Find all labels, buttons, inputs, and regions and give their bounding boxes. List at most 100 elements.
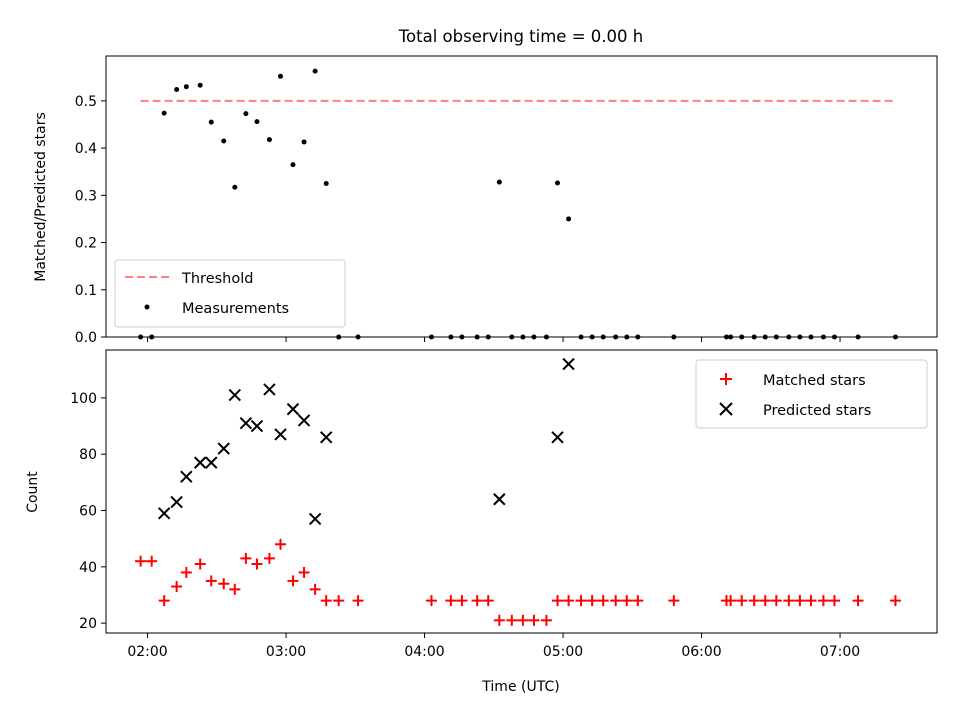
matched-star-marker bbox=[146, 555, 158, 567]
matched-star-marker bbox=[632, 595, 644, 607]
measurement-point bbox=[266, 137, 272, 143]
bottom-plot-marks bbox=[135, 357, 901, 626]
measurement-point bbox=[197, 82, 203, 88]
top-axis-ticks: 0.0 0.1 0.2 0.3 0.4 0.5 bbox=[75, 94, 841, 346]
top-y-axis-label: Matched/Predicted stars bbox=[33, 112, 49, 282]
bottom-y-tick-label: 80 bbox=[79, 447, 97, 463]
bottom-legend: Matched stars Predicted stars bbox=[695, 359, 928, 429]
legend-matched-label: Matched stars bbox=[763, 373, 866, 389]
predicted-star-marker bbox=[157, 507, 171, 520]
matched-star-marker bbox=[456, 595, 468, 607]
legend-measurements-label: Measurements bbox=[182, 301, 289, 317]
matched-star-marker bbox=[240, 552, 252, 564]
measurement-point bbox=[208, 119, 214, 125]
top-legend-box bbox=[114, 259, 346, 328]
matched-star-marker bbox=[445, 595, 457, 607]
predicted-star-marker bbox=[239, 417, 253, 430]
matched-star-marker bbox=[597, 595, 609, 607]
matched-star-marker bbox=[575, 595, 587, 607]
bottom-x-tick-label: 02:00 bbox=[127, 644, 167, 660]
bottom-x-tick-label: 03:00 bbox=[266, 644, 306, 660]
matched-star-marker bbox=[586, 595, 598, 607]
matched-star-marker bbox=[287, 575, 299, 587]
matched-star-marker bbox=[352, 595, 364, 607]
predicted-star-marker bbox=[263, 383, 276, 396]
measurement-point bbox=[290, 162, 296, 168]
matched-star-marker bbox=[610, 595, 622, 607]
measurement-point bbox=[301, 139, 307, 145]
top-plot-frame bbox=[105, 55, 938, 338]
legend-matched-swatch bbox=[720, 373, 732, 385]
predicted-star-marker bbox=[274, 428, 287, 441]
matched-star-marker bbox=[528, 614, 540, 626]
top-panel: Total observing time = 0.00 h Matched/Pr… bbox=[33, 27, 938, 346]
legend-predicted-swatch bbox=[719, 402, 733, 416]
predicted-star-marker bbox=[493, 493, 506, 506]
measurement-point bbox=[183, 84, 189, 90]
predicted-star-marker bbox=[297, 414, 311, 427]
measurement-point bbox=[312, 68, 318, 74]
bottom-axis-ticks: 02:00 03:00 04:00 05:00 06:00 07:00 20 40 60 80 10… bbox=[70, 391, 860, 660]
measurement-point bbox=[243, 111, 249, 117]
bottom-x-tick-label: 05:00 bbox=[543, 644, 583, 660]
top-y-tick-label: 0.0 bbox=[75, 330, 97, 346]
predicted-star-marker bbox=[228, 388, 242, 402]
measurement-point bbox=[254, 119, 260, 125]
matched-star-marker bbox=[852, 595, 864, 607]
measurement-point bbox=[496, 179, 502, 185]
matched-star-marker bbox=[251, 558, 263, 570]
matched-star-marker bbox=[180, 566, 192, 578]
matched-star-marker bbox=[158, 595, 170, 607]
measurement-point bbox=[161, 110, 167, 116]
top-plot-marks bbox=[138, 68, 898, 340]
matched-star-marker bbox=[829, 595, 841, 607]
bottom-y-tick-label: 40 bbox=[79, 560, 97, 576]
matched-star-marker bbox=[783, 595, 795, 607]
matched-star-marker bbox=[770, 595, 782, 607]
bottom-x-tick-label: 06:00 bbox=[681, 644, 721, 660]
top-legend: Threshold Measurements bbox=[114, 259, 346, 328]
top-y-tick-label: 0.3 bbox=[75, 188, 97, 204]
matched-star-marker bbox=[794, 595, 806, 607]
measurement-point bbox=[566, 216, 572, 222]
predicted-star-marker bbox=[308, 512, 322, 526]
top-chart-title: Total observing time = 0.00 h bbox=[398, 27, 643, 46]
predicted-star-marker bbox=[562, 357, 575, 371]
predicted-star-marker bbox=[193, 456, 207, 469]
bottom-panel: Count Time (UTC) 02:00 03:00 04:00 05:00 06:… bbox=[25, 349, 938, 695]
predicted-star-marker bbox=[170, 495, 183, 509]
predicted-star-marker bbox=[205, 456, 218, 469]
measurement-point bbox=[278, 73, 284, 79]
matched-star-marker bbox=[736, 595, 748, 607]
predicted-star-marker bbox=[320, 431, 333, 444]
matched-star-marker bbox=[889, 595, 901, 607]
matched-star-marker bbox=[275, 538, 287, 550]
matched-star-marker bbox=[229, 583, 241, 595]
matched-star-marker bbox=[517, 614, 529, 626]
predicted-star-marker bbox=[250, 419, 264, 433]
predicted-star-marker bbox=[180, 470, 193, 483]
bottom-y-tick-label: 60 bbox=[79, 504, 97, 520]
matched-star-marker bbox=[309, 583, 321, 595]
predicted-star-marker bbox=[286, 402, 300, 416]
matched-star-marker bbox=[205, 575, 217, 587]
bottom-y-tick-label: 20 bbox=[79, 616, 97, 632]
top-y-tick-label: 0.1 bbox=[75, 283, 97, 299]
matched-star-marker bbox=[171, 581, 183, 593]
matched-star-marker bbox=[805, 595, 817, 607]
matched-star-marker bbox=[135, 555, 147, 567]
bottom-y-tick-label: 100 bbox=[70, 391, 97, 407]
matched-star-marker bbox=[621, 595, 633, 607]
matched-star-marker bbox=[759, 595, 771, 607]
matched-star-marker bbox=[725, 595, 737, 607]
matched-star-marker bbox=[506, 614, 518, 626]
matched-star-marker bbox=[471, 595, 483, 607]
legend-threshold-label: Threshold bbox=[181, 271, 253, 287]
matched-star-marker bbox=[263, 552, 275, 564]
matched-star-marker bbox=[668, 595, 680, 607]
predicted-star-marker bbox=[217, 442, 230, 455]
bottom-y-axis-label: Count bbox=[25, 471, 41, 513]
matched-star-marker bbox=[218, 578, 230, 590]
legend-predicted-label: Predicted stars bbox=[763, 403, 871, 419]
